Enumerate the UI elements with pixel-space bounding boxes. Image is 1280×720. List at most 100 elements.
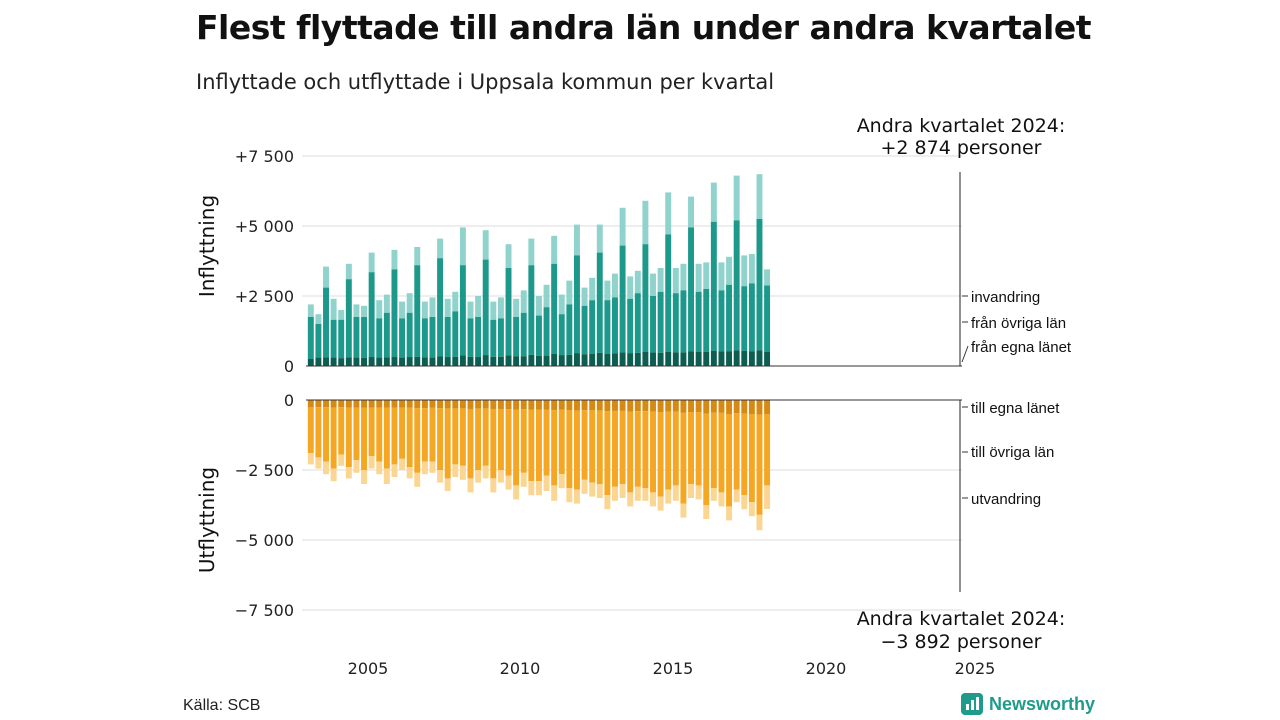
bar-till-ovriga-lan [345,407,352,468]
bar-utvandring [452,464,459,477]
label-utvandring: utvandring [971,491,1041,508]
bar-invandring [520,290,527,313]
bar-till-egna-lanet [414,400,421,409]
bar-fran-egna-lanet [695,352,702,366]
bar-fran-ovriga-lan [338,319,345,359]
bar-utvandring [353,460,360,473]
bar-till-ovriga-lan [627,411,634,493]
bar-till-egna-lanet [406,400,413,408]
bar-till-egna-lanet [726,400,733,414]
bar-till-ovriga-lan [718,412,725,493]
bar-fran-egna-lanet [421,357,428,366]
bar-till-egna-lanet [444,400,451,409]
bar-utvandring [574,489,580,504]
bar-fran-ovriga-lan [574,255,580,354]
bar-fran-egna-lanet [399,357,406,366]
x-tick-2010: 2010 [500,659,541,678]
bar-utvandring [642,488,649,501]
bar-till-ovriga-lan [520,409,527,473]
bar-utvandring [627,492,634,507]
bar-fran-egna-lanet [551,353,558,366]
bar-fran-ovriga-lan [391,269,398,358]
bar-invandring [353,304,360,317]
bar-till-ovriga-lan [338,407,345,455]
bar-utvandring [459,465,466,480]
bar-till-ovriga-lan [414,408,421,473]
bar-till-ovriga-lan [566,410,573,489]
bar-fran-egna-lanet [543,355,550,366]
bar-invandring [323,266,329,288]
bar-utvandring [741,495,748,510]
bar-till-ovriga-lan [315,407,322,458]
bar-fran-egna-lanet [497,356,504,366]
bar-fran-egna-lanet [589,353,596,366]
bar-till-egna-lanet [307,400,314,407]
bar-fran-egna-lanet [467,356,474,366]
bar-fran-ovriga-lan [444,317,451,358]
bar-invandring [733,175,740,221]
bar-till-egna-lanet [551,400,558,411]
bar-invandring [695,263,702,292]
bar-fran-egna-lanet [764,352,771,366]
label-invandring: invandring [971,289,1040,306]
bar-fran-egna-lanet [444,357,451,366]
bar-till-egna-lanet [680,400,687,413]
brand-logo[interactable]: Newsworthy [961,693,1095,715]
bar-utvandring [406,467,413,479]
bar-fran-ovriga-lan [627,298,634,354]
bar-fran-egna-lanet [452,356,459,366]
bar-fran-ovriga-lan [650,296,656,353]
bar-fran-ovriga-lan [543,307,550,356]
bar-utvandring [726,506,733,521]
bar-fran-ovriga-lan [710,221,717,351]
bar-fran-egna-lanet [505,355,512,366]
label-till-ovriga-lan: till övriga län [971,444,1054,461]
x-tick-2005: 2005 [348,659,389,678]
annotation-bottom-line2: −3 892 personer [881,631,1042,653]
bar-fran-ovriga-lan [490,319,497,357]
annotation-top-line1: Andra kvartalet 2024: [857,115,1066,137]
bar-fran-ovriga-lan [467,318,474,357]
bar-fran-egna-lanet [748,351,755,366]
bar-invandring [482,230,489,260]
bar-till-ovriga-lan [543,409,550,476]
bar-fran-ovriga-lan [672,293,679,353]
bar-till-egna-lanet [581,400,588,411]
bar-utvandring [566,488,573,503]
y-tick-bottom-7500: −7 500 [235,601,294,620]
bar-fran-ovriga-lan [459,265,466,356]
bar-invandring [619,207,626,246]
bar-utvandring [528,481,535,496]
bar-fran-ovriga-lan [642,244,649,352]
bar-fran-egna-lanet [627,353,634,366]
bar-invandring [315,314,322,324]
bar-invandring [726,256,733,285]
bar-till-egna-lanet [703,400,710,414]
bar-till-egna-lanet [756,400,763,415]
bar-fran-egna-lanet [619,352,626,366]
bar-till-ovriga-lan [581,410,588,480]
bar-till-egna-lanet [421,400,428,409]
connector-fran-egna-lanet [961,345,969,363]
bar-till-ovriga-lan [452,408,459,465]
bar-till-ovriga-lan [444,408,451,479]
bar-till-ovriga-lan [604,411,611,496]
bar-utvandring [437,470,444,483]
bar-invandring [444,298,451,317]
bar-invandring [566,280,573,305]
bar-till-ovriga-lan [361,407,367,470]
bar-fran-egna-lanet [581,354,588,366]
bar-fran-ovriga-lan [733,220,740,351]
bar-till-egna-lanet [497,400,504,409]
bar-till-egna-lanet [718,400,725,413]
bar-invandring [391,249,398,270]
bar-till-egna-lanet [604,400,611,412]
bar-utvandring [657,496,664,511]
bar-fran-egna-lanet [657,352,664,366]
bar-till-egna-lanet [399,400,406,408]
bar-utvandring [315,457,322,469]
bar-till-ovriga-lan [475,408,482,470]
bar-utvandring [475,470,482,483]
bar-invandring [361,305,367,317]
